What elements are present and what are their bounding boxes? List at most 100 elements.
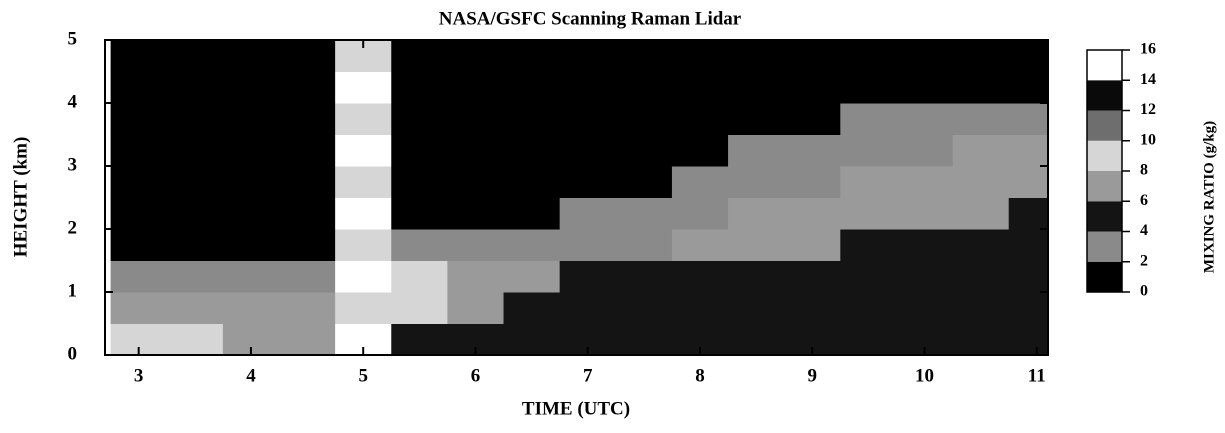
colorbar-band: [1087, 110, 1122, 141]
heatmap-cell: [952, 197, 1010, 230]
heatmap-cell: [447, 71, 505, 104]
heatmap-cell: [728, 71, 785, 104]
heatmap-cell: [391, 103, 448, 135]
heatmap-cell: [728, 166, 785, 198]
heatmap-cell: [559, 71, 617, 104]
heatmap-cell: [391, 292, 448, 324]
heatmap-cell: [728, 40, 785, 72]
heatmap-cell: [559, 229, 617, 261]
heatmap-cell: [279, 103, 336, 135]
heatmap-cell: [222, 260, 280, 293]
y-axis-label: HEIGHT (km): [10, 137, 31, 258]
colorbar-band: [1087, 140, 1122, 171]
heatmap-cell: [166, 103, 224, 135]
y-tick-label: 1: [68, 280, 78, 301]
heatmap-cell: [503, 229, 561, 261]
heatmap-cell: [559, 260, 617, 293]
heatmap-cell: [728, 134, 785, 167]
heatmap-cell: [166, 71, 224, 104]
heatmap-cell: [559, 292, 617, 324]
heatmap-cell: [166, 229, 224, 261]
heatmap-cell: [503, 166, 561, 198]
heatmap-cell: [222, 71, 280, 104]
heatmap-cell: [840, 260, 897, 293]
heatmap-cell: [447, 197, 505, 230]
heatmap-cell: [222, 134, 280, 167]
heatmap-cell: [503, 323, 561, 355]
x-tick-label: 8: [695, 365, 705, 386]
heatmap-cell: [840, 166, 897, 198]
heatmap-cell: [335, 292, 392, 324]
heatmap-cell: [503, 134, 561, 167]
heatmap-cell: [222, 197, 280, 230]
heatmap-cell: [279, 40, 336, 72]
x-tick-label: 4: [246, 365, 256, 386]
heatmap-cell: [671, 292, 729, 324]
heatmap-cell: [952, 103, 1010, 135]
x-tick-label: 3: [134, 365, 144, 386]
heatmap-cell: [952, 229, 1010, 261]
colorbar-band: [1087, 231, 1122, 262]
x-axis-label: TIME (UTC): [522, 398, 630, 419]
heatmap-cell: [110, 103, 168, 135]
colorbar-band: [1087, 201, 1122, 232]
heatmap-cell: [335, 166, 392, 198]
heatmap-cell: [391, 260, 448, 293]
heatmap-cell: [166, 292, 224, 324]
heatmap-cell: [840, 197, 897, 230]
heatmap-cell: [391, 229, 448, 261]
heatmap-cell: [559, 134, 617, 167]
heatmap-cell: [1008, 292, 1048, 324]
heatmap-cell: [840, 323, 897, 355]
heatmap-cell: [728, 103, 785, 135]
heatmap-cell: [447, 134, 505, 167]
heatmap-cell: [1008, 323, 1048, 355]
heatmap-cell: [615, 71, 673, 104]
heatmap-cell: [166, 134, 224, 167]
heatmap-cell: [896, 71, 954, 104]
heatmap-cell: [110, 71, 168, 104]
y-tick-label: 2: [68, 217, 78, 238]
heatmap-cell: [335, 197, 392, 230]
x-tick-label: 5: [358, 365, 368, 386]
heatmap-cell: [615, 197, 673, 230]
heatmap: [110, 40, 1048, 355]
heatmap-cell: [896, 197, 954, 230]
colorbar-band: [1087, 50, 1122, 81]
heatmap-cell: [559, 197, 617, 230]
heatmap-cell: [615, 40, 673, 72]
heatmap-cell: [952, 71, 1010, 104]
x-tick-label: 7: [583, 365, 593, 386]
heatmap-cell: [447, 292, 505, 324]
heatmap-cell: [784, 229, 841, 261]
heatmap-cell: [391, 197, 448, 230]
heatmap-cell: [110, 134, 168, 167]
heatmap-cell: [503, 103, 561, 135]
heatmap-cell: [784, 103, 841, 135]
heatmap-cell: [279, 260, 336, 293]
x-tick-label: 11: [1028, 365, 1046, 386]
colorbar-band: [1087, 261, 1122, 292]
heatmap-cell: [728, 260, 785, 293]
heatmap-cell: [110, 166, 168, 198]
y-tick-label: 3: [68, 154, 78, 175]
heatmap-cell: [1008, 229, 1048, 261]
heatmap-cell: [728, 292, 785, 324]
heatmap-cell: [1008, 40, 1048, 72]
heatmap-cell: [503, 40, 561, 72]
heatmap-cell: [166, 166, 224, 198]
heatmap-cell: [279, 323, 336, 355]
heatmap-cell: [952, 323, 1010, 355]
heatmap-cell: [335, 134, 392, 167]
heatmap-cell: [503, 260, 561, 293]
y-tick-label: 0: [68, 343, 78, 364]
heatmap-cell: [952, 292, 1010, 324]
colorbar-tick-label: 14: [1140, 71, 1156, 88]
heatmap-cell: [671, 134, 729, 167]
heatmap-cell: [615, 292, 673, 324]
heatmap-cell: [784, 260, 841, 293]
heatmap-cell: [222, 229, 280, 261]
heatmap-cell: [335, 103, 392, 135]
heatmap-cell: [615, 260, 673, 293]
